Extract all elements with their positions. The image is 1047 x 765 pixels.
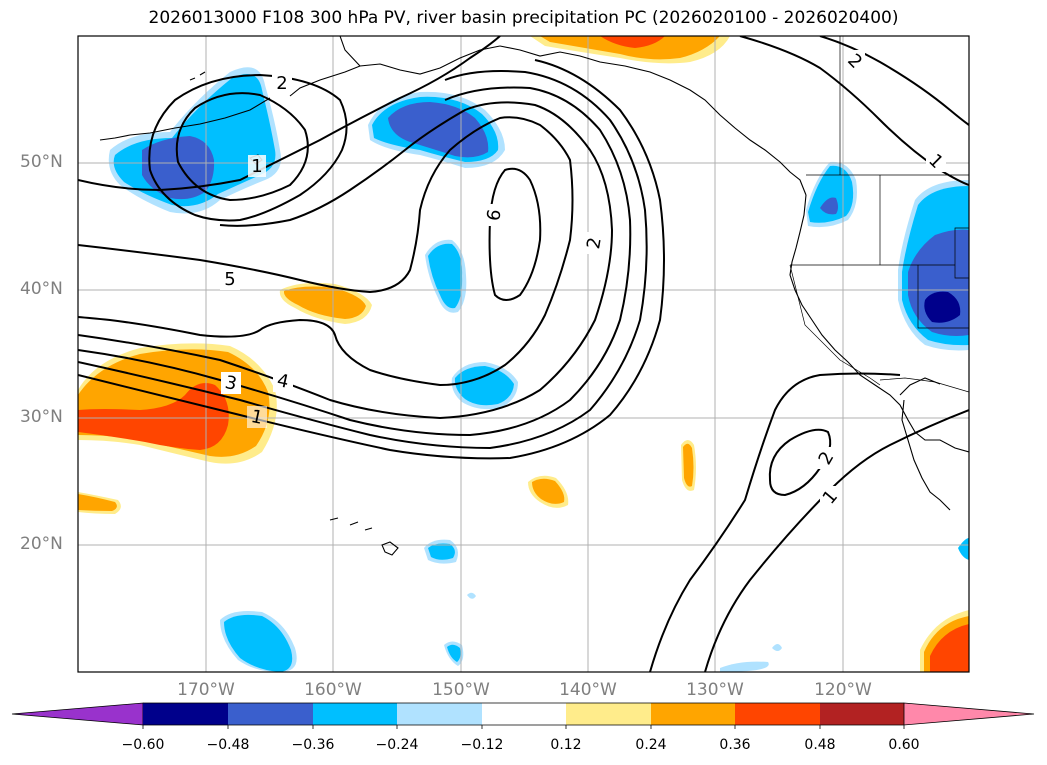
colorbar-tick-label: −0.60 [121, 737, 165, 753]
colorbar-swatch [228, 703, 313, 725]
colorbar-tick-label: 0.12 [550, 737, 582, 753]
colorbar-swatch [651, 703, 735, 725]
graticule [78, 36, 969, 672]
contour-label: 6 [483, 208, 506, 223]
lat-label-50n: 50°N [20, 152, 63, 172]
contour-label: 1 [251, 156, 262, 177]
lon-label-140w: 140°W [559, 680, 617, 700]
colorbar-extend-low [11, 702, 144, 726]
contour-label: 2 [276, 73, 287, 94]
colorbar-tick-label: 0.60 [888, 737, 920, 753]
colorbar-tick-label: 0.36 [719, 737, 751, 753]
lon-label-130w: 130°W [686, 680, 744, 700]
lon-label-120w: 120°W [814, 680, 872, 700]
colorbar-tick-label: −0.36 [291, 737, 335, 753]
colorbar-swatch [735, 703, 820, 725]
lon-label-160w: 160°W [304, 680, 362, 700]
contour-label: 1 [249, 406, 265, 429]
contour-labels: 2 1 5 6 2 4 3 1 2 1 2 1 [220, 50, 947, 508]
lat-label-40n: 40°N [20, 279, 63, 299]
contour-label: 5 [224, 269, 235, 290]
colorbar-swatch [397, 703, 482, 725]
colorbar-swatch [566, 703, 651, 725]
map-title: 2026013000 F108 300 hPa PV, river basin … [148, 8, 899, 28]
precip-shading [78, 36, 969, 672]
lat-label-20n: 20°N [20, 534, 63, 554]
colorbar-extend-high [903, 702, 1035, 726]
colorbar-swatch [143, 703, 228, 725]
colorbar-tick-label: −0.24 [375, 737, 419, 753]
contour-label: 4 [275, 370, 291, 393]
colorbar-swatch [482, 703, 566, 725]
lon-label-170w: 170°W [177, 680, 235, 700]
political-borders [789, 36, 969, 393]
colorbar [11, 702, 1035, 729]
colorbar-tick-label: −0.48 [206, 737, 250, 753]
contour-label: 2 [583, 236, 606, 251]
map-frame [77, 35, 970, 673]
colorbar-tick-label: 0.48 [804, 737, 836, 753]
lon-label-150w: 150°W [432, 680, 490, 700]
colorbar-tick-label: −0.12 [460, 737, 504, 753]
colorbar-swatch [313, 703, 397, 725]
colorbar-tick-label: 0.24 [635, 737, 667, 753]
contour-label: 3 [223, 372, 239, 395]
lat-label-30n: 30°N [20, 407, 63, 427]
colorbar-swatch [820, 703, 904, 725]
map-area [78, 36, 969, 672]
coastlines [99, 36, 969, 556]
